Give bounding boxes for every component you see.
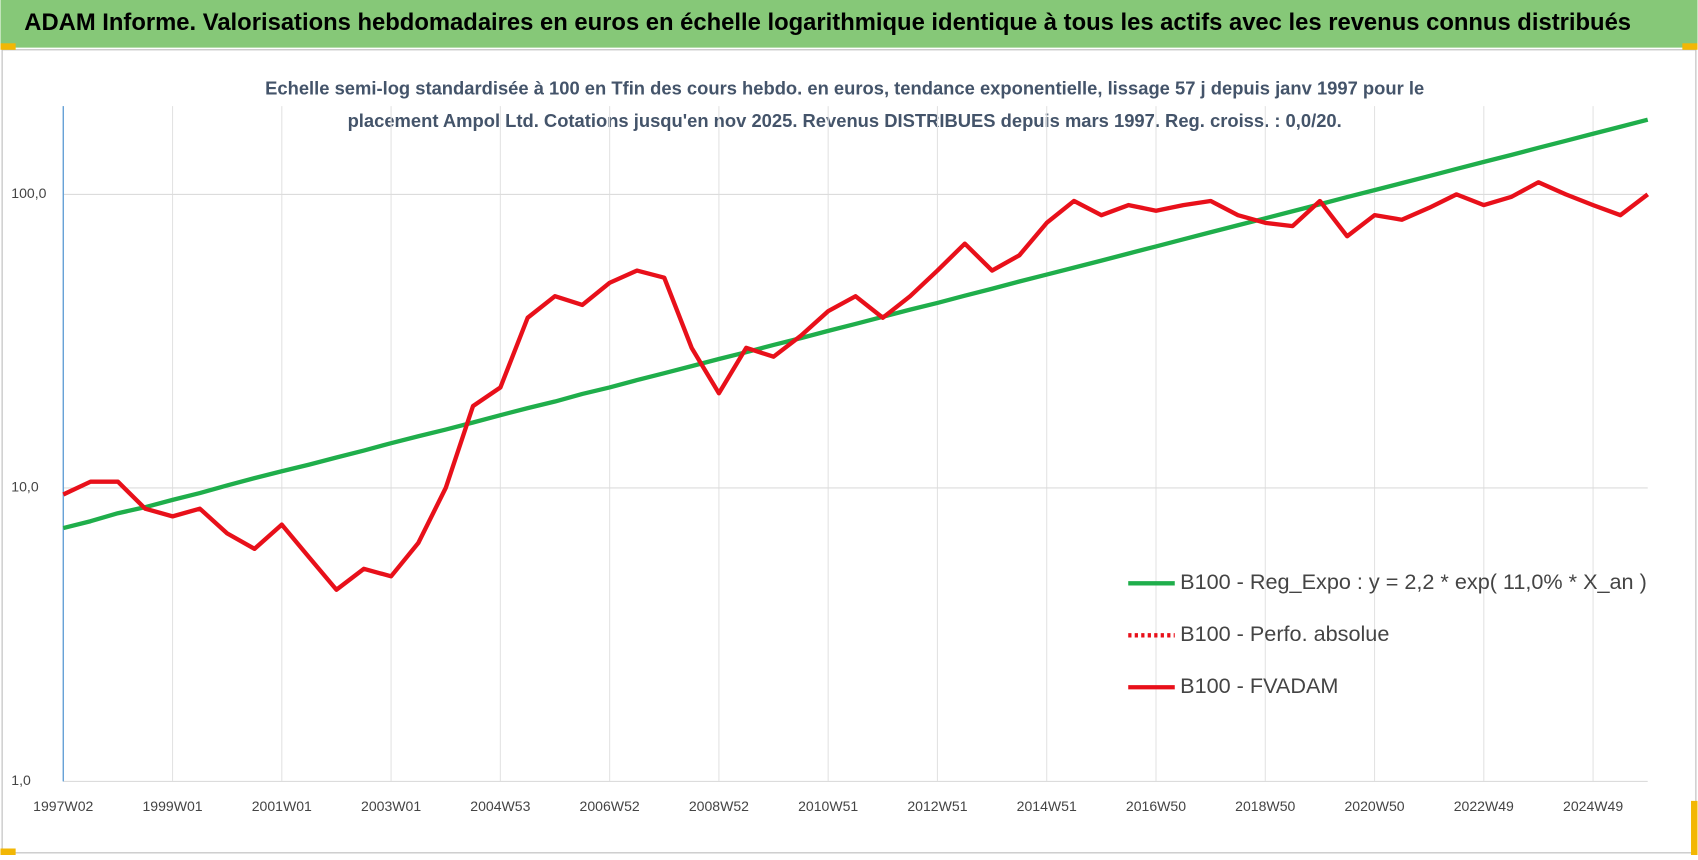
x-tick-label: 2016W50: [1126, 798, 1186, 814]
x-tick-label: 2006W52: [580, 798, 640, 814]
header-bar: [0, 0, 1698, 48]
chart-frame: [1, 49, 1697, 854]
x-tick-label: 2022W49: [1454, 798, 1514, 814]
y-tick-label: 1,0: [11, 772, 31, 788]
series-line: [62, 117, 1649, 531]
corner: [1682, 43, 1698, 50]
x-tick-label: 1999W01: [142, 798, 202, 814]
x-tick-label: 2001W01: [252, 798, 312, 814]
chart-subtitle: placement Ampol Ltd. Cotations jusqu'en …: [348, 110, 1342, 131]
x-tick-label: 2020W50: [1344, 798, 1404, 814]
x-tick-label: 2010W51: [798, 798, 858, 814]
x-tick-label: 2014W51: [1017, 798, 1077, 814]
x-tick-label: 2024W49: [1563, 798, 1623, 814]
header-title: ADAM Informe. Valorisations hebdomadaire…: [24, 9, 1631, 36]
x-tick-label: 2018W50: [1235, 798, 1295, 814]
y-tick-label: 100,0: [11, 185, 46, 201]
legend-label: B100 - FVADAM: [1180, 673, 1338, 698]
x-tick-label: 2004W53: [470, 798, 530, 814]
series-line: [62, 180, 1650, 592]
corner: [0, 848, 16, 855]
y-tick-label: 10,0: [11, 479, 39, 495]
legend-label: B100 - Perfo. absolue: [1180, 621, 1389, 646]
corner: [1691, 800, 1698, 855]
x-tick-label: 1997W02: [33, 798, 93, 814]
legend-label: B100 - Reg_Expo : y = 2,2 * exp( 11,0% *…: [1180, 569, 1647, 594]
chart-subtitle: Echelle semi-log standardisée à 100 en T…: [265, 78, 1424, 99]
x-tick-label: 2008W52: [689, 798, 749, 814]
x-tick-label: 2003W01: [361, 798, 421, 814]
corner: [0, 43, 16, 50]
x-tick-label: 2012W51: [907, 798, 967, 814]
